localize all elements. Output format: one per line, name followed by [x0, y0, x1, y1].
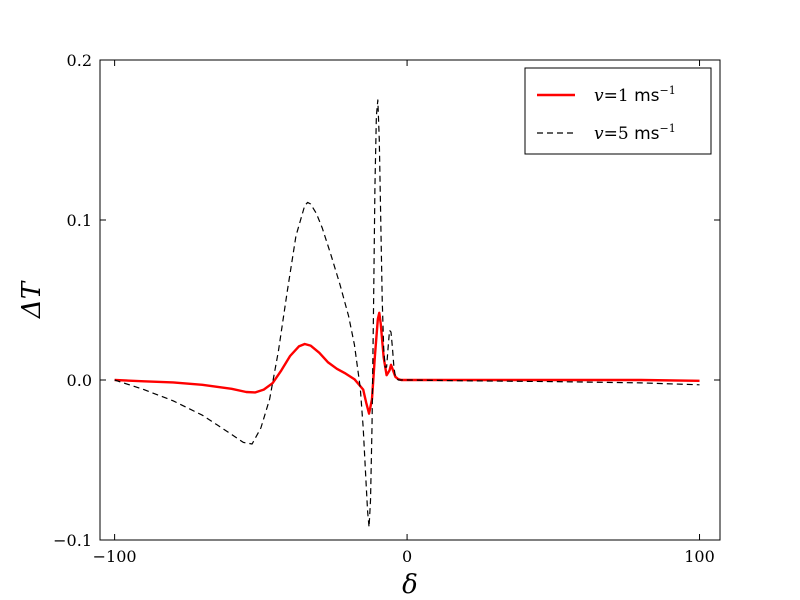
y-tick-label: 0.0	[67, 371, 92, 390]
series-line-2	[114, 99, 700, 528]
y-axis-label: ΔT	[17, 280, 47, 319]
plot-frame	[99, 59, 721, 541]
legend-label-1: v=1 ms−1	[594, 84, 676, 106]
legend-frame	[524, 67, 712, 155]
x-tick-label: −100	[93, 547, 137, 566]
y-tick-label: 0.2	[67, 51, 92, 70]
y-tick-label: −0.1	[53, 531, 92, 550]
series-layer	[114, 99, 700, 528]
x-tick-label: 0	[402, 547, 412, 566]
ticks-layer: −100 0 100 −0.1 0.0 0.1 0.2	[53, 51, 720, 566]
x-axis-label: δ	[402, 570, 418, 600]
y-tick-label: 0.1	[67, 211, 92, 230]
x-tick-label: 100	[684, 547, 715, 566]
series-line-1	[114, 311, 700, 415]
legend: v=1 ms−1 v=5 ms−1	[524, 67, 712, 155]
legend-label-2: v=5 ms−1	[594, 122, 676, 144]
